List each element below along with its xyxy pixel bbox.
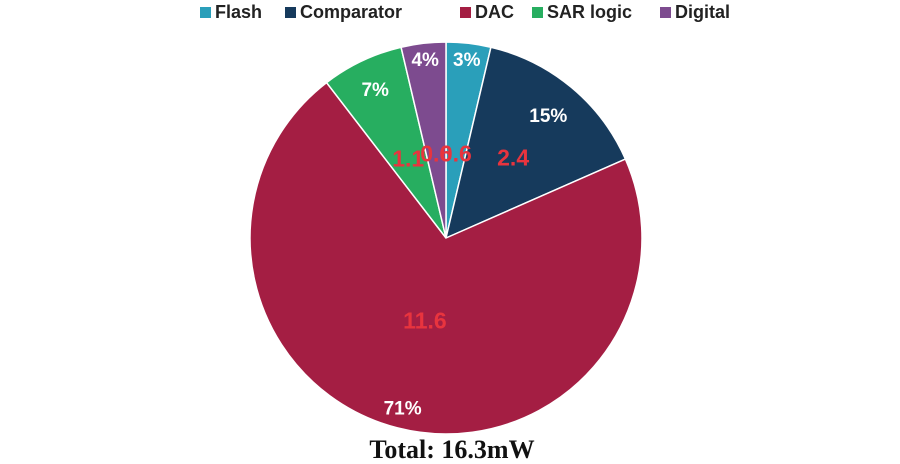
total-power-label: Total: 16.3mW — [369, 435, 534, 464]
value-label-comparator: 2.4 — [497, 144, 529, 170]
legend-label-sar-logic: SAR logic — [547, 2, 632, 22]
legend-label-digital: Digital — [675, 2, 730, 22]
percent-labels: 3% 15% 71% 7% 4% — [361, 50, 567, 419]
legend-swatch-dac — [460, 7, 471, 18]
pie-slice-dac — [249, 81, 643, 435]
value-label-digital: 0.6 — [420, 141, 452, 167]
value-label-flash: 0.6 — [440, 141, 472, 167]
legend-label-dac: DAC — [475, 2, 514, 22]
legend-swatch-flash — [200, 7, 211, 18]
value-labels: 0.6 2.411.61.10.6 — [392, 141, 529, 334]
percent-label-sar-logic: 7% — [361, 80, 389, 101]
pie-slice-digital — [400, 41, 447, 239]
percent-label-dac: 71% — [384, 399, 422, 420]
chart-legend: Flash Comparator DAC SAR logic Digital — [200, 2, 730, 22]
value-label-dac: 11.6 — [403, 307, 447, 333]
value-label-sar-logic: 1.1 — [392, 146, 424, 172]
percent-label-flash: 3% — [453, 50, 481, 71]
legend-swatch-digital — [660, 7, 671, 18]
legend-swatch-comparator — [285, 7, 296, 18]
legend-label-flash: Flash — [215, 2, 262, 22]
legend-swatch-sar-logic — [532, 7, 543, 18]
percent-label-digital: 4% — [411, 50, 439, 71]
legend-label-comparator: Comparator — [300, 2, 402, 22]
pie-slice-comparator — [444, 46, 627, 240]
percent-label-comparator: 15% — [529, 106, 567, 127]
pie-slices — [249, 41, 643, 435]
